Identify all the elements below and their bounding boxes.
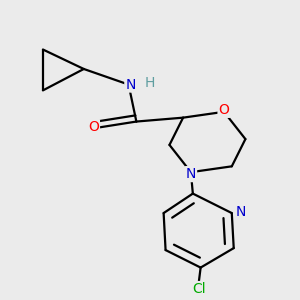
Text: O: O <box>88 120 99 134</box>
Text: Cl: Cl <box>192 282 206 296</box>
Text: H: H <box>145 76 155 90</box>
Text: N: N <box>125 78 136 92</box>
Text: N: N <box>235 205 245 219</box>
Text: N: N <box>186 167 196 181</box>
Text: O: O <box>219 103 230 117</box>
